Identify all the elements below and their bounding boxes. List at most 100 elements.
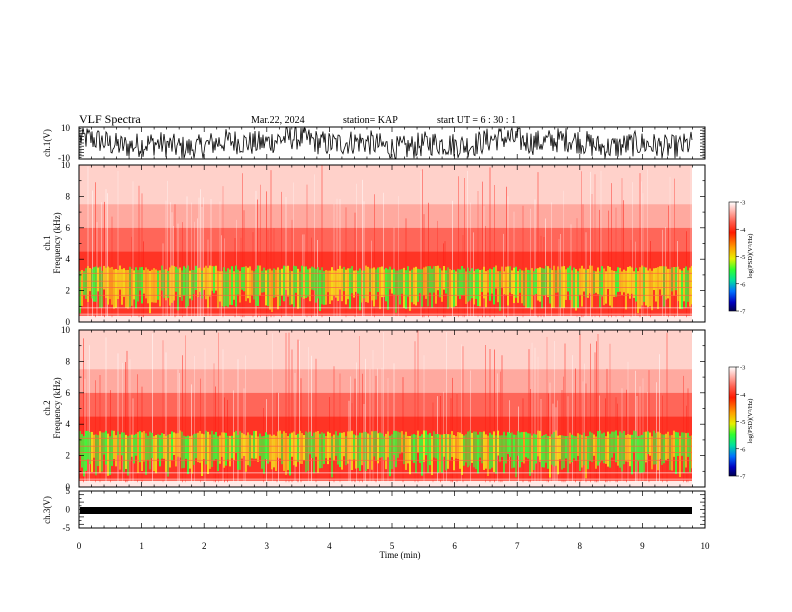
spectrogram-emission: [169, 267, 171, 306]
spectrogram-emission: [235, 430, 237, 454]
spectrogram-emission: [495, 435, 497, 474]
spectrogram-emission: [663, 434, 665, 464]
spectrogram-emission: [321, 432, 323, 469]
spectrogram-emission: [297, 268, 299, 309]
spectrogram-emission: [667, 431, 669, 459]
spectrogram-emission: [283, 431, 285, 471]
spectrogram-emission: [479, 431, 481, 458]
spectrogram-emission: [187, 265, 189, 307]
spectrogram-emission: [263, 267, 265, 293]
spectrogram-emission: [339, 432, 341, 468]
spectrogram-emission: [177, 433, 179, 457]
spectrogram-emission: [231, 266, 233, 305]
spectrogram-emission: [133, 434, 135, 464]
spectrogram-emission: [539, 267, 541, 302]
spectrogram-emission: [529, 270, 531, 308]
spectrogram-emission: [207, 267, 209, 309]
spectrogram-emission: [369, 434, 371, 461]
spectrogram-emission: [101, 432, 103, 472]
spectrogram-emission: [245, 266, 247, 302]
spectrogram-emission: [231, 435, 233, 459]
spectrogram-emission: [303, 435, 305, 461]
spectrogram-emission: [471, 268, 473, 299]
ch2-colorbar-label: log(PSD)(V²/Hz): [747, 399, 754, 444]
spectrogram-emission: [603, 268, 605, 306]
spectrogram-emission: [193, 434, 195, 465]
spectrogram-emission: [507, 431, 509, 454]
spectrogram-emission: [619, 267, 621, 292]
spectrogram-emission: [493, 431, 495, 473]
spectrogram-emission: [467, 431, 469, 468]
spectrogram-emission: [393, 268, 395, 295]
spectrogram-emission: [587, 268, 589, 298]
spectrogram-emission: [311, 436, 313, 459]
spectrogram-emission: [85, 268, 87, 299]
spectrogram-emission: [535, 434, 537, 464]
spectrogram-emission: [173, 432, 175, 456]
spectrogram-emission: [517, 431, 519, 456]
spectrogram-emission: [367, 266, 369, 303]
spectrogram-emission: [497, 271, 499, 303]
spectrogram-emission: [141, 432, 143, 472]
spectrogram-emission: [347, 431, 349, 464]
spectrogram-emission: [131, 434, 133, 457]
spectrogram-emission: [117, 269, 119, 300]
spectrogram-emission: [177, 268, 179, 311]
spectrogram-emission: [305, 266, 307, 299]
spectrogram-band: [79, 165, 692, 205]
colorbar-tick-label: -7: [740, 474, 746, 481]
y-tick-label: 0: [66, 482, 71, 492]
spectrogram-emission: [531, 435, 533, 473]
spectrogram-emission: [545, 265, 547, 295]
spectrogram-emission: [173, 265, 175, 301]
spectrogram-emission: [457, 268, 459, 297]
spectrogram-emission: [211, 265, 213, 291]
spectrogram-band: [79, 227, 692, 252]
ch1-waveform-ylabel: ch.1(V): [42, 129, 52, 157]
spectrogram-emission: [303, 266, 305, 299]
spectrogram-emission: [447, 434, 449, 469]
spectrogram-emission: [109, 267, 111, 300]
spectrogram-emission: [255, 430, 257, 459]
spectrogram-emission: [327, 431, 329, 465]
spectrogram-emission: [417, 430, 419, 453]
spectrogram-emission: [389, 266, 391, 290]
spectrogram-emission: [179, 430, 181, 458]
spectrogram-emission: [219, 271, 221, 302]
spectrogram-emission: [493, 267, 495, 305]
spectrogram-emission: [421, 434, 423, 476]
spectrogram-emission: [113, 269, 115, 309]
ch1-frequency-ylabel: Frequency (kHz): [52, 212, 62, 273]
spectrogram-emission: [353, 434, 355, 460]
spectrogram-emission: [451, 431, 453, 458]
spectrogram-emission: [387, 431, 389, 458]
spectrogram-emission: [403, 267, 405, 308]
spectrogram-emission: [155, 269, 157, 303]
spectrogram-emission: [601, 433, 603, 461]
spectrogram-emission: [367, 433, 369, 469]
spectrogram-emission: [145, 267, 147, 299]
spectrogram-emission: [483, 266, 485, 299]
spectrogram-emission: [557, 435, 559, 475]
spectrogram-emission: [339, 265, 341, 290]
spectrogram-emission: [363, 270, 365, 299]
spectrogram-emission: [447, 267, 449, 309]
spectrogram-emission: [81, 434, 83, 468]
spectrogram-emission: [371, 268, 373, 301]
spectrogram-emission: [545, 434, 547, 463]
spectrogram-emission: [247, 267, 249, 299]
x-tick-label: 9: [640, 541, 645, 551]
spectrogram-emission: [265, 270, 267, 306]
spectrogram-emission: [531, 268, 533, 310]
spectrogram-emission: [653, 430, 655, 465]
spectrogram-emission: [395, 430, 397, 468]
spectrogram-emission: [429, 433, 431, 466]
ch3-waveform-ylabel: ch.3(V): [42, 496, 52, 524]
y-tick-label: 5: [66, 486, 71, 496]
spectrogram-emission: [515, 266, 517, 298]
spectrogram-emission: [547, 266, 549, 298]
spectrogram-emission: [455, 271, 457, 307]
spectrogram-emission: [573, 435, 575, 459]
spectrogram-emission: [449, 269, 451, 308]
spectrogram-emission: [681, 432, 683, 456]
